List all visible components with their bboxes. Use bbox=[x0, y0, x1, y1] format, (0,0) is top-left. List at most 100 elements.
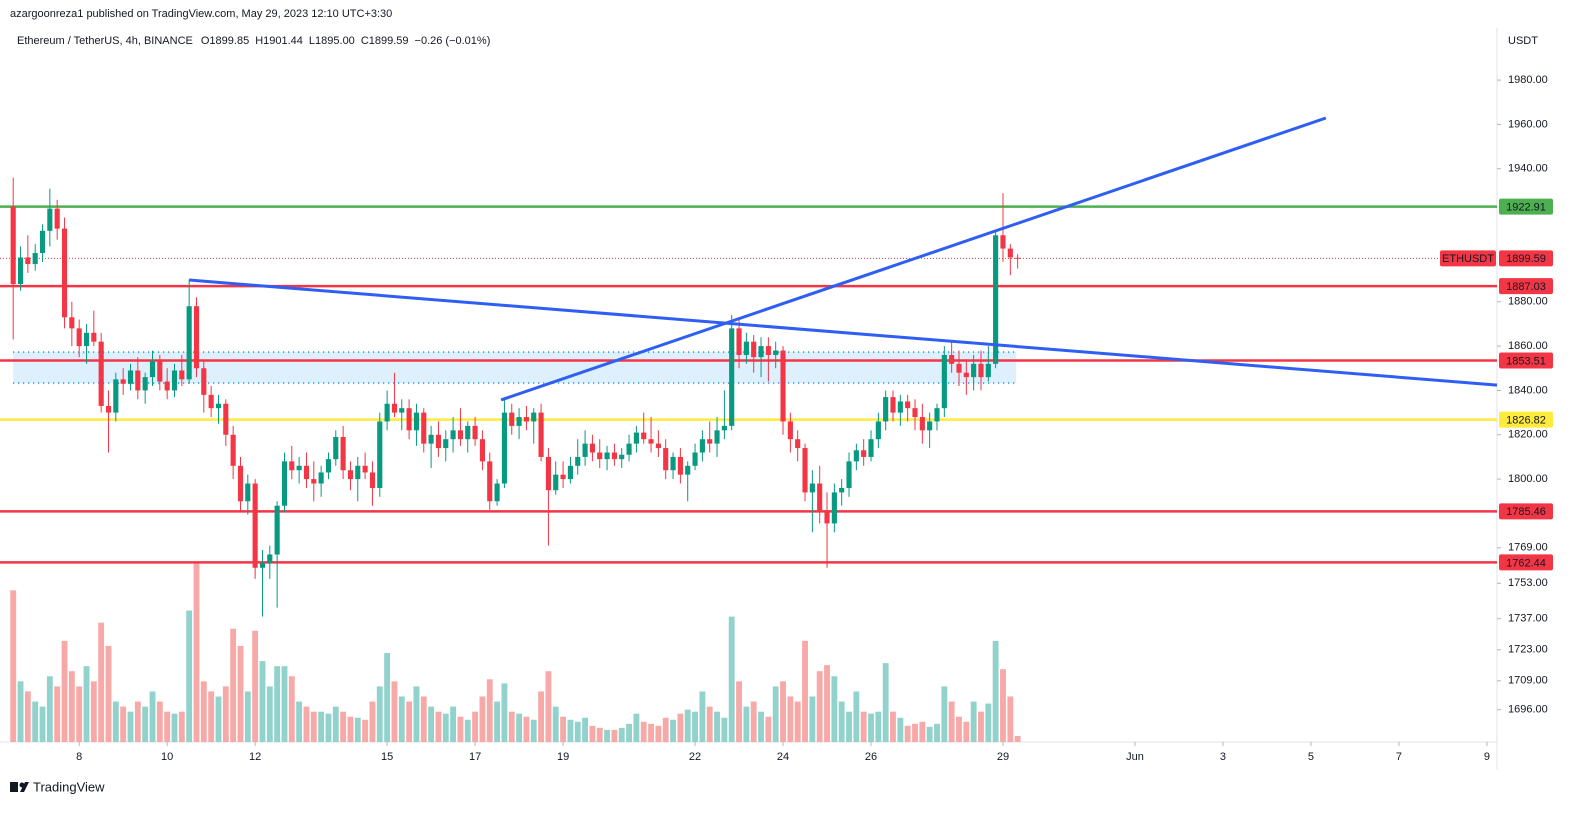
volume-bar bbox=[325, 713, 332, 742]
volume-bar bbox=[127, 711, 134, 742]
volume-bar bbox=[193, 562, 200, 742]
candle-body bbox=[831, 492, 837, 524]
volume-bar bbox=[464, 719, 471, 742]
volume-bar bbox=[941, 686, 948, 742]
volume-bar bbox=[340, 711, 347, 742]
candle-body bbox=[736, 328, 742, 355]
candle-body bbox=[435, 434, 442, 449]
volume-bar bbox=[508, 711, 515, 742]
trendline bbox=[500, 116, 1327, 402]
candle-body bbox=[560, 474, 566, 480]
candle-body bbox=[963, 372, 969, 378]
volume-bar bbox=[186, 610, 193, 742]
volume-bar bbox=[897, 717, 904, 742]
volume-bar bbox=[912, 723, 918, 742]
candle-body bbox=[223, 403, 229, 435]
y-tick-label: 1723.00 bbox=[1508, 644, 1548, 656]
last-price-name-box bbox=[1440, 250, 1496, 267]
volume-bar bbox=[244, 691, 251, 742]
candle-body bbox=[567, 465, 573, 480]
candle-body bbox=[296, 465, 302, 471]
candle-body bbox=[267, 554, 273, 564]
volume-bar bbox=[472, 711, 479, 742]
candle-body bbox=[773, 350, 779, 355]
volume-bar bbox=[149, 691, 156, 742]
candle-body bbox=[54, 208, 60, 229]
candle-body bbox=[714, 430, 720, 444]
candle-body bbox=[61, 228, 68, 318]
level-label: 1922.91 bbox=[1506, 202, 1546, 214]
currency: USDT bbox=[1508, 35, 1538, 47]
candle-body bbox=[1015, 257, 1021, 259]
volume-bar bbox=[17, 681, 24, 742]
candle-body bbox=[978, 363, 984, 378]
volume-bar bbox=[648, 723, 654, 742]
candle-body bbox=[897, 401, 903, 413]
candle-body bbox=[905, 401, 911, 409]
candle-body bbox=[47, 208, 53, 231]
candle-body bbox=[780, 350, 786, 422]
candle-body bbox=[237, 465, 244, 502]
volume-bar bbox=[574, 721, 581, 742]
volume-bar bbox=[32, 701, 39, 742]
volume-bar bbox=[824, 665, 830, 742]
brand-logo bbox=[10, 782, 29, 792]
volume-bar bbox=[516, 713, 523, 742]
candle-body bbox=[817, 483, 823, 511]
candle-body bbox=[369, 472, 376, 488]
candle-body bbox=[853, 450, 859, 462]
volume-bar bbox=[670, 719, 676, 742]
volume-bar bbox=[809, 696, 816, 742]
candle-body bbox=[450, 430, 456, 440]
candle-body bbox=[993, 235, 999, 364]
candle-body bbox=[538, 412, 544, 457]
x-tick-label: 7 bbox=[1396, 751, 1402, 763]
volume-bar bbox=[398, 696, 405, 742]
volume-bar bbox=[413, 686, 420, 742]
candle-body bbox=[501, 412, 508, 484]
volume-bar bbox=[860, 711, 867, 742]
candle-body bbox=[347, 470, 354, 480]
candle-body bbox=[875, 421, 881, 440]
volume-bar bbox=[376, 686, 383, 742]
volume-bar bbox=[83, 666, 90, 742]
x-tick-label: 24 bbox=[777, 751, 789, 763]
candle-body bbox=[186, 306, 192, 380]
x-tick-label: 9 bbox=[1484, 751, 1490, 763]
volume-bar bbox=[560, 716, 567, 742]
candle-body bbox=[597, 452, 603, 460]
candle-body bbox=[120, 379, 126, 384]
volume-bar bbox=[1000, 669, 1006, 742]
candle-body bbox=[157, 361, 163, 382]
candle-body bbox=[949, 354, 955, 364]
candle-body bbox=[985, 363, 991, 378]
volume-bar bbox=[684, 709, 691, 742]
volume-bar bbox=[112, 701, 119, 742]
volume-bar bbox=[926, 726, 933, 742]
volume-bar bbox=[164, 711, 171, 742]
volume-bar bbox=[435, 711, 442, 742]
volume-bar bbox=[596, 727, 603, 742]
volume-bar bbox=[626, 723, 632, 742]
volume-bar bbox=[802, 640, 808, 742]
candle-body bbox=[809, 483, 815, 493]
level-label-box bbox=[1499, 278, 1553, 295]
volume-bar bbox=[530, 719, 537, 742]
candle-body bbox=[443, 439, 449, 449]
last-price-box bbox=[1499, 250, 1553, 267]
x-tick-label: 22 bbox=[689, 751, 701, 763]
level-label-box bbox=[1499, 198, 1553, 215]
candle-body bbox=[868, 439, 874, 457]
candle-body bbox=[919, 417, 925, 431]
candle-body bbox=[553, 474, 559, 491]
candle-body bbox=[472, 425, 478, 440]
volume-bar bbox=[171, 713, 178, 742]
x-tick-label: 29 bbox=[997, 751, 1009, 763]
candle-body bbox=[626, 443, 632, 455]
level-label-box bbox=[1499, 411, 1553, 428]
candle-body bbox=[545, 456, 551, 491]
candle-body bbox=[1007, 248, 1013, 258]
y-tick-label: 1820.00 bbox=[1508, 429, 1548, 441]
volume-bar bbox=[816, 671, 823, 742]
candle-body bbox=[927, 421, 933, 431]
